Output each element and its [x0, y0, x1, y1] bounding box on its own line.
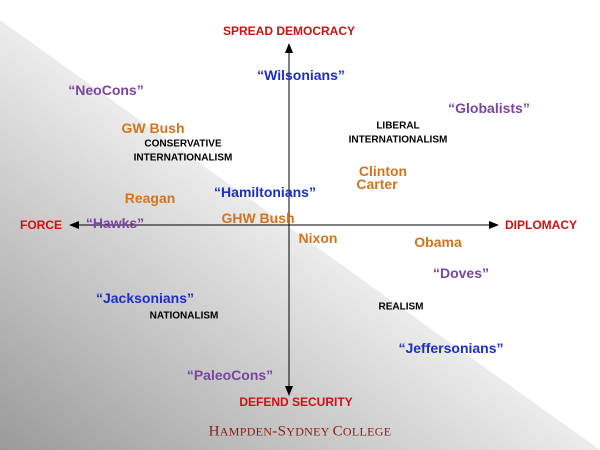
- quadrant-realism: REALISM: [378, 301, 424, 313]
- school-jeffersonians: “Jeffersonians”: [398, 340, 504, 356]
- footer-college-name: HAMPDEN-SYDNEY COLLEGE: [209, 424, 392, 441]
- president-obama: Obama: [414, 234, 462, 250]
- school-neocons: “NeoCons”: [68, 82, 144, 98]
- arrow-down-icon: [285, 386, 293, 396]
- arrow-left-icon: [69, 221, 79, 229]
- quadrant-nationalism: NATIONALISM: [149, 310, 219, 322]
- quadrant-conservative-internationalism: CONSERVATIVE INTERNATIONALISM: [133, 138, 233, 164]
- president-ghw-bush: GHW Bush: [221, 210, 295, 226]
- gradient-triangle: [0, 20, 600, 450]
- school-paleocons: “PaleoCons”: [186, 367, 274, 383]
- school-jacksonians: “Jacksonians”: [95, 290, 195, 306]
- footer-dash: -: [272, 423, 278, 440]
- axis-label-top: SPREAD DEMOCRACY: [222, 24, 356, 38]
- president-reagan: Reagan: [124, 190, 176, 206]
- footer-part-1: AMPDEN: [219, 424, 273, 439]
- president-nixon: Nixon: [298, 230, 338, 246]
- arrow-right-icon: [489, 221, 499, 229]
- footer-initial-c: C: [332, 423, 343, 440]
- school-doves: “Doves”: [432, 265, 490, 281]
- arrow-up-icon: [285, 43, 293, 53]
- president-carter: Carter: [356, 176, 398, 192]
- footer-part-2: YDNEY: [286, 424, 333, 439]
- axis-label-right: DIPLOMACY: [505, 218, 577, 232]
- footer-part-3: OLLEGE: [342, 424, 392, 439]
- school-hawks: “Hawks”: [85, 215, 145, 231]
- axis-label-bottom: DEFEND SECURITY: [239, 395, 353, 409]
- president-gw-bush: GW Bush: [121, 120, 185, 136]
- school-hamiltonians: “Hamiltonians”: [214, 184, 316, 200]
- school-wilsonians: “Wilsonians”: [257, 67, 345, 83]
- axis-label-left: FORCE: [20, 218, 62, 232]
- school-globalists: “Globalists”: [448, 100, 530, 116]
- footer-initial-h: H: [208, 423, 220, 440]
- quadrant-liberal-internationalism: LIBERAL INTERNATIONALISM: [348, 120, 448, 146]
- footer-initial-s: S: [277, 423, 287, 440]
- president-clinton: Clinton: [358, 163, 408, 179]
